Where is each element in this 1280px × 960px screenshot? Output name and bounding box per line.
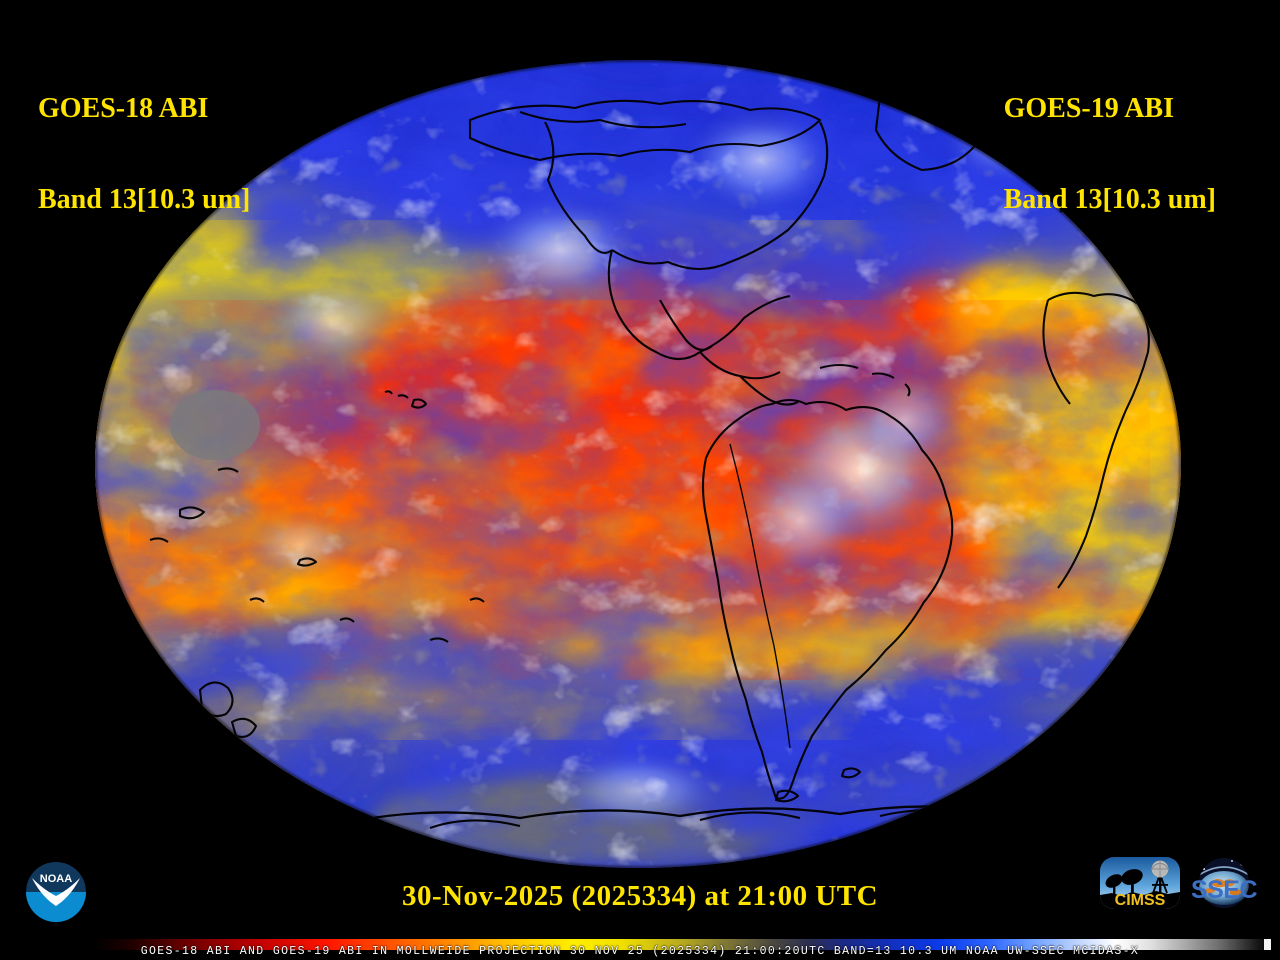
- colorbar-end-marker: [1264, 939, 1271, 950]
- satellite-globe-image: [95, 60, 1181, 868]
- ssec-logo-text: SSEC: [1191, 876, 1258, 904]
- status-bar-text: GOES-18 ABI AND GOES-19 ABI IN MOLLWEIDE…: [140, 945, 1140, 958]
- right-satellite-label: GOES-19 ABI Band 13[10.3 um]: [1004, 34, 1216, 276]
- left-band-name: Band 13[10.3 um]: [38, 184, 251, 216]
- cimss-logo-text: CIMSS: [1115, 892, 1166, 909]
- cimss-logo: CIMSS: [1100, 857, 1180, 909]
- ir-enhancement-colorbar: [92, 939, 1268, 950]
- yellow-mottle-texture: [110, 220, 1170, 740]
- mollweide-projection-svg: [95, 60, 1181, 868]
- colorbar-status-row: GOES-18 ABI AND GOES-19 ABI IN MOLLWEIDE…: [0, 938, 1280, 960]
- left-satellite-label: GOES-18 ABI Band 13[10.3 um]: [38, 34, 250, 276]
- noaa-logo: NOAA: [26, 862, 86, 922]
- page-title: 30-Nov-2025 (2025334) at 21:00 UTC: [401, 880, 879, 912]
- ssec-logo: SSEC: [1182, 855, 1266, 917]
- right-band-name: Band 13[10.3 um]: [1003, 184, 1216, 216]
- right-satellite-name: GOES-19 ABI: [1003, 93, 1175, 125]
- left-satellite-name: GOES-18 ABI: [38, 93, 209, 125]
- noaa-logo-text: NOAA: [40, 873, 72, 885]
